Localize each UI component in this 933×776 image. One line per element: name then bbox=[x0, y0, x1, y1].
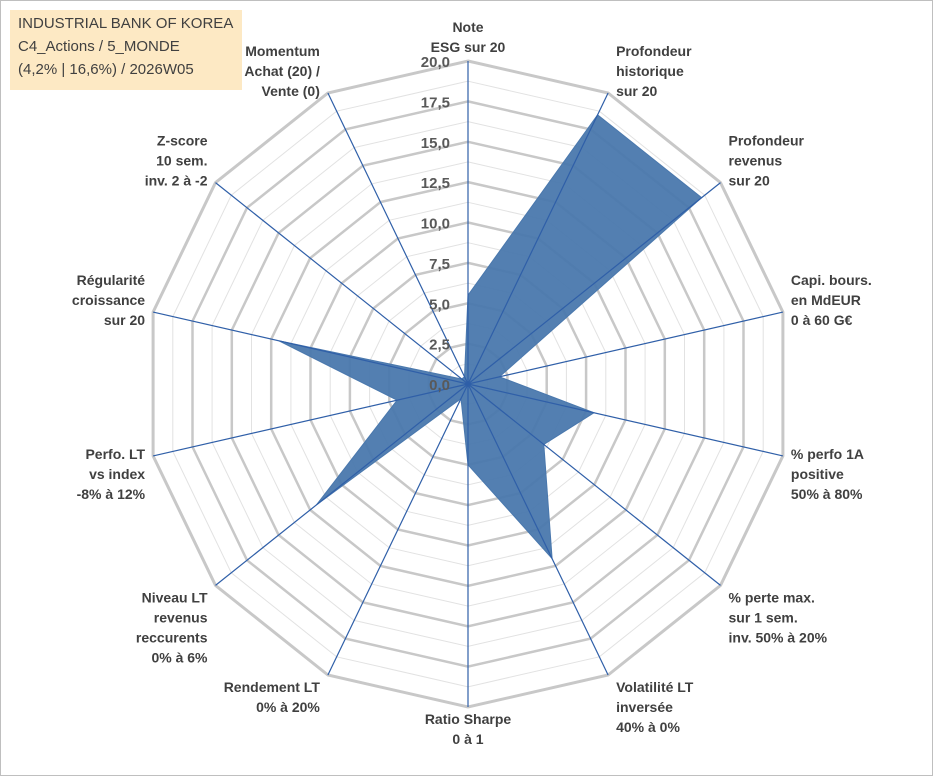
axis-label-line: inversée bbox=[616, 699, 673, 715]
axis-label-line: 0 à 60 G€ bbox=[791, 312, 853, 328]
axis-label-text: Momentum Achat (20) / Vente (0) bbox=[244, 43, 320, 99]
axis-label: Régularité croissance sur 20 bbox=[72, 272, 145, 328]
axis-label: Ratio Sharpe 0 à 1 bbox=[425, 711, 512, 747]
axis-label: Volatilité LT inversée 40% à 0% bbox=[616, 679, 694, 735]
axis-label: Niveau LT revenus reccurents 0% à 6% bbox=[136, 589, 208, 665]
axis-label-line: Capi. bours. bbox=[791, 272, 872, 288]
axis-label-text: Profondeur historique sur 20 bbox=[616, 43, 692, 99]
axis-label-text: Z-score 10 sem. inv. 2 à -2 bbox=[145, 133, 208, 189]
axis-spoke bbox=[467, 383, 784, 457]
axis-label-line: % perfo 1A bbox=[791, 446, 864, 462]
tick-label: 10,0 bbox=[421, 216, 450, 233]
axis-label-line: Niveau LT bbox=[142, 589, 208, 605]
axis-spoke bbox=[467, 383, 609, 676]
axis-label-line: sur 20 bbox=[729, 173, 770, 189]
axis-label-line: 10 sem. bbox=[156, 153, 207, 169]
tick-label: 2,5 bbox=[429, 337, 450, 354]
axis-label-line: 50% à 80% bbox=[791, 486, 863, 502]
axis-label: % perfo 1A positive 50% à 80% bbox=[791, 446, 864, 502]
tick-label: 17,5 bbox=[421, 94, 450, 111]
axis-label-line: Momentum bbox=[245, 43, 320, 59]
axis-label-line: inv. 50% à 20% bbox=[729, 629, 828, 645]
axis-label-line: Achat (20) / bbox=[244, 63, 320, 79]
axis-label-text: Volatilité LT inversée 40% à 0% bbox=[616, 679, 694, 735]
tick-label: 20,0 bbox=[421, 54, 450, 71]
axis-label-line: 40% à 0% bbox=[616, 719, 680, 735]
axis-label-line: sur 20 bbox=[104, 312, 145, 328]
tick-label: 7,5 bbox=[429, 256, 450, 273]
axis-label-line: inv. 2 à -2 bbox=[145, 173, 208, 189]
axis-spoke bbox=[467, 182, 721, 385]
axis-label-line: sur 1 sem. bbox=[729, 609, 798, 625]
axis-label-line: -8% à 12% bbox=[77, 486, 146, 502]
axis-label: Rendement LT 0% à 20% bbox=[224, 679, 321, 715]
axis-label-text: Note ESG sur 20 bbox=[431, 19, 506, 55]
axis-label: Profondeur historique sur 20 bbox=[616, 43, 692, 99]
tick-label: 0,0 bbox=[429, 377, 450, 394]
axis-label-line: en MdEUR bbox=[791, 292, 861, 308]
axis-spoke bbox=[327, 383, 469, 676]
title-stats: (4,2% | 16,6%) / 2026W05 bbox=[18, 61, 194, 78]
axis-label-text: % perfo 1A positive 50% à 80% bbox=[791, 446, 864, 502]
axis-label-line: croissance bbox=[72, 292, 145, 308]
axis-label-line: Volatilité LT bbox=[616, 679, 694, 695]
axis-label-text: Capi. bours. en MdEUR 0 à 60 G€ bbox=[791, 272, 872, 328]
axis-label-text: Profondeur revenus sur 20 bbox=[729, 133, 805, 189]
axis-label: Profondeur revenus sur 20 bbox=[729, 133, 805, 189]
axis-label-line: Rendement LT bbox=[224, 679, 321, 695]
axis-label-line: ESG sur 20 bbox=[431, 39, 506, 55]
axis-spoke bbox=[152, 383, 469, 457]
axis-label: Perfo. LT vs index -8% à 12% bbox=[77, 446, 146, 502]
axis-label-line: Vente (0) bbox=[262, 83, 320, 99]
axis-label-line: Ratio Sharpe bbox=[425, 711, 512, 727]
axis-label-line: 0 à 1 bbox=[452, 731, 483, 747]
axis-label-text: Régularité croissance sur 20 bbox=[72, 272, 145, 328]
axis-spoke bbox=[215, 182, 469, 385]
axis-label-line: Note bbox=[452, 19, 483, 35]
tick-label: 5,0 bbox=[429, 296, 450, 313]
axis-label-line: historique bbox=[616, 63, 684, 79]
axis-label-line: 0% à 20% bbox=[256, 699, 320, 715]
axis-label-text: Rendement LT 0% à 20% bbox=[224, 679, 321, 715]
axis-label-line: % perte max. bbox=[729, 589, 815, 605]
axis-label: Capi. bours. en MdEUR 0 à 60 G€ bbox=[791, 272, 872, 328]
radar-axes bbox=[152, 61, 784, 707]
axis-spoke bbox=[467, 92, 609, 385]
axis-label: Momentum Achat (20) / Vente (0) bbox=[244, 43, 320, 99]
title-category: C4_Actions / 5_MONDE bbox=[18, 38, 180, 55]
radar-axis-labels: Note ESG sur 20 Profondeur historique sur 20… bbox=[72, 19, 872, 747]
title-box: INDUSTRIAL BANK OF KOREA C4_Actions / 5_… bbox=[10, 10, 242, 90]
axis-label-text: Perfo. LT vs index -8% à 12% bbox=[77, 446, 146, 502]
axis-label-line: Z-score bbox=[157, 133, 208, 149]
axis-label-line: Profondeur bbox=[729, 133, 805, 149]
tick-label: 12,5 bbox=[421, 175, 450, 192]
axis-label-text: Ratio Sharpe 0 à 1 bbox=[425, 711, 512, 747]
axis-label-line: reccurents bbox=[136, 629, 208, 645]
axis-label-line: sur 20 bbox=[616, 83, 657, 99]
radar-tick-labels: 0,0 2,5 5,0 7,5 10,0 12,5 15,0 17,5 20,0 bbox=[421, 54, 450, 394]
axis-label-line: Profondeur bbox=[616, 43, 692, 59]
axis-label: % perte max. sur 1 sem. inv. 50% à 20% bbox=[729, 589, 828, 645]
axis-spoke bbox=[152, 311, 469, 385]
axis-spoke bbox=[327, 92, 469, 385]
tick-label: 15,0 bbox=[421, 135, 450, 152]
title-company: INDUSTRIAL BANK OF KOREA bbox=[18, 15, 234, 32]
axis-spoke bbox=[215, 383, 469, 586]
axis-label-line: Perfo. LT bbox=[85, 446, 145, 462]
axis-label-line: vs index bbox=[89, 466, 145, 482]
axis-spoke bbox=[467, 383, 721, 586]
axis-label-line: 0% à 6% bbox=[151, 649, 208, 665]
axis-label-line: positive bbox=[791, 466, 844, 482]
axis-label: Z-score 10 sem. inv. 2 à -2 bbox=[145, 133, 208, 189]
axis-label-text: Niveau LT revenus reccurents 0% à 6% bbox=[136, 589, 208, 665]
axis-label-line: Régularité bbox=[77, 272, 146, 288]
axis-label-text: % perte max. sur 1 sem. inv. 50% à 20% bbox=[729, 589, 828, 645]
axis-label-line: revenus bbox=[729, 153, 783, 169]
axis-label-line: revenus bbox=[154, 609, 208, 625]
axis-label: Note ESG sur 20 bbox=[431, 19, 506, 55]
axis-spoke bbox=[467, 311, 784, 385]
